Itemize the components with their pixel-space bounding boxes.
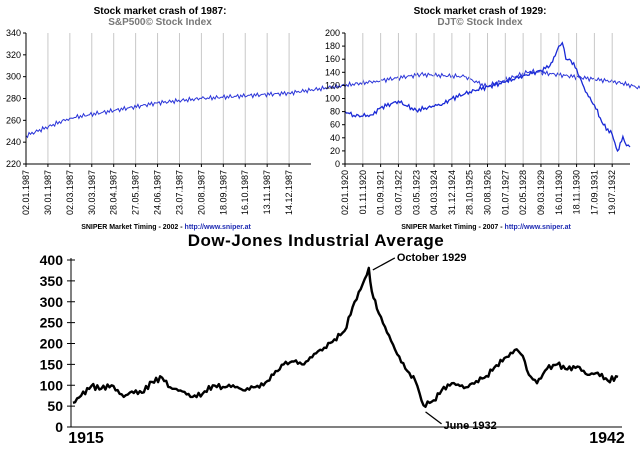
djt-title: Stock market crash of 1929: bbox=[414, 6, 547, 17]
y-tick-label: 120 bbox=[325, 80, 340, 90]
djt-credit: SNIPER Market Timing - 2007 - http://www… bbox=[401, 224, 571, 231]
djt-credit-text: SNIPER Market Timing - 2007 - bbox=[401, 224, 504, 231]
x-tick-label: 09.03.1929 bbox=[536, 170, 546, 215]
djt-credit-url[interactable]: http://www.sniper.at bbox=[505, 224, 572, 231]
y-tick-label: 160 bbox=[325, 54, 340, 64]
sp500-credit-text: SNIPER Market Timing - 2002 - bbox=[81, 224, 184, 231]
x-tick-label: 02.01.1987 bbox=[21, 170, 31, 215]
y-tick-label: 200 bbox=[325, 28, 340, 38]
y-tick-label: 320 bbox=[6, 50, 21, 60]
x-tick-label: 18.11.1930 bbox=[572, 170, 582, 214]
x-tick-label: 13.11.1987 bbox=[262, 170, 272, 214]
dow-x-label-start: 1915 bbox=[68, 430, 104, 447]
x-tick-label: 31.12.1924 bbox=[447, 170, 457, 215]
annotation-jun-1932: June 1932 bbox=[444, 420, 497, 432]
sp500-credit-url[interactable]: http://www.sniper.at bbox=[185, 224, 252, 231]
dow-y-tick-label: 250 bbox=[40, 315, 64, 331]
y-tick-label: 300 bbox=[6, 72, 21, 82]
sp500-y-ticks: 220 240 260 280 300 320 340 bbox=[6, 28, 26, 169]
y-tick-label: 240 bbox=[6, 137, 21, 147]
chart-djt-1929: Stock market crash of 1929: DJT© Stock I… bbox=[325, 6, 631, 231]
x-tick-label: 17.09.1931 bbox=[589, 170, 599, 215]
y-tick-label: 20 bbox=[330, 146, 340, 156]
y-tick-label: 80 bbox=[330, 107, 340, 117]
x-tick-label: 03.05.1923 bbox=[411, 170, 421, 215]
x-tick-label: 30.08.1926 bbox=[483, 170, 493, 215]
x-tick-label: 24.06.1987 bbox=[153, 170, 163, 215]
x-tick-label: 16.10.1987 bbox=[240, 170, 250, 215]
y-tick-label: 220 bbox=[6, 159, 21, 169]
x-tick-label: 28.10.1925 bbox=[465, 170, 475, 215]
x-tick-label: 20.08.1987 bbox=[196, 170, 206, 215]
x-tick-label: 28.04.1987 bbox=[109, 170, 119, 215]
dow-y-tick-label: 200 bbox=[40, 336, 64, 352]
x-tick-label: 19.07.1932 bbox=[607, 170, 617, 215]
dow-y-tick-label: 350 bbox=[40, 273, 64, 289]
dow-y-tick-label: 150 bbox=[40, 356, 64, 372]
dow-y-ticks: 0 50 100 150 200 250 300 350 400 bbox=[40, 252, 75, 435]
dow-y-tick-label: 50 bbox=[47, 398, 63, 414]
djt-subtitle: DJT© Stock Index bbox=[437, 17, 523, 28]
y-tick-label: 40 bbox=[330, 133, 340, 143]
x-tick-label: 30.01.1987 bbox=[43, 170, 53, 215]
chart-dow-jones: Dow-Jones Industrial Average 0 50 100 150 20… bbox=[40, 231, 625, 447]
x-tick-label: 02.01.1920 bbox=[340, 170, 350, 215]
y-tick-label: 100 bbox=[325, 94, 340, 104]
sp500-title: Stock market crash of 1987: bbox=[94, 6, 227, 17]
x-tick-label: 23.07.1987 bbox=[174, 170, 184, 215]
dow-series-line bbox=[72, 266, 619, 408]
y-tick-label: 180 bbox=[325, 41, 340, 51]
x-tick-label: 30.03.1987 bbox=[87, 170, 97, 215]
y-tick-label: 140 bbox=[325, 67, 340, 77]
x-tick-label: 18.09.1987 bbox=[218, 170, 228, 215]
sp500-credit: SNIPER Market Timing - 2002 - http://www… bbox=[81, 224, 251, 231]
chart-sp500-1987: Stock market crash of 1987: S&P500© Stoc… bbox=[6, 6, 640, 231]
djt-gridlines bbox=[344, 33, 613, 164]
sp500-gridlines bbox=[25, 33, 290, 164]
dow-y-tick-label: 300 bbox=[40, 294, 64, 310]
dow-y-tick-label: 0 bbox=[55, 419, 63, 435]
x-tick-label: 03.07.1922 bbox=[393, 170, 403, 215]
djt-x-ticks: 02.01.1920 01.11.1920 01.09.1921 03.07.1922… bbox=[340, 164, 617, 215]
x-tick-label: 01.09.1921 bbox=[376, 170, 386, 215]
dow-y-tick-label: 400 bbox=[40, 252, 64, 268]
dow-annotations: October 1929 June 1932 bbox=[372, 252, 497, 432]
x-tick-label: 01.11.1920 bbox=[358, 170, 368, 214]
y-tick-label: 340 bbox=[6, 28, 21, 38]
annotation-leader-jun-1932 bbox=[425, 411, 442, 425]
y-tick-label: 0 bbox=[335, 159, 340, 169]
dow-x-label-end: 1942 bbox=[589, 430, 625, 447]
x-tick-label: 27.05.1987 bbox=[131, 170, 141, 215]
annotation-oct-1929: October 1929 bbox=[397, 252, 467, 264]
dow-y-tick-label: 100 bbox=[40, 377, 64, 393]
dow-title: Dow-Jones Industrial Average bbox=[188, 231, 444, 250]
sp500-x-ticks: 02.01.1987 30.01.1987 02.03.1987 30.03.1987… bbox=[21, 164, 294, 215]
sp500-series-line bbox=[25, 68, 640, 139]
y-tick-label: 260 bbox=[6, 115, 21, 125]
x-tick-label: 02.05.1928 bbox=[518, 170, 528, 215]
djt-series-line bbox=[344, 41, 631, 153]
y-tick-label: 280 bbox=[6, 94, 21, 104]
y-tick-label: 60 bbox=[330, 120, 340, 130]
x-tick-label: 02.03.1987 bbox=[65, 170, 75, 215]
x-tick-label: 14.12.1987 bbox=[284, 170, 294, 215]
djt-y-ticks: 0 20 40 60 80 100 120 140 160 180 200 bbox=[325, 28, 345, 169]
x-tick-label: 01.07.1927 bbox=[500, 170, 510, 215]
x-tick-label: 16.01.1930 bbox=[554, 170, 564, 215]
sp500-subtitle: S&P500© Stock Index bbox=[108, 17, 212, 28]
x-tick-label: 04.03.1924 bbox=[429, 170, 439, 215]
annotation-leader-oct-1929 bbox=[372, 257, 396, 271]
